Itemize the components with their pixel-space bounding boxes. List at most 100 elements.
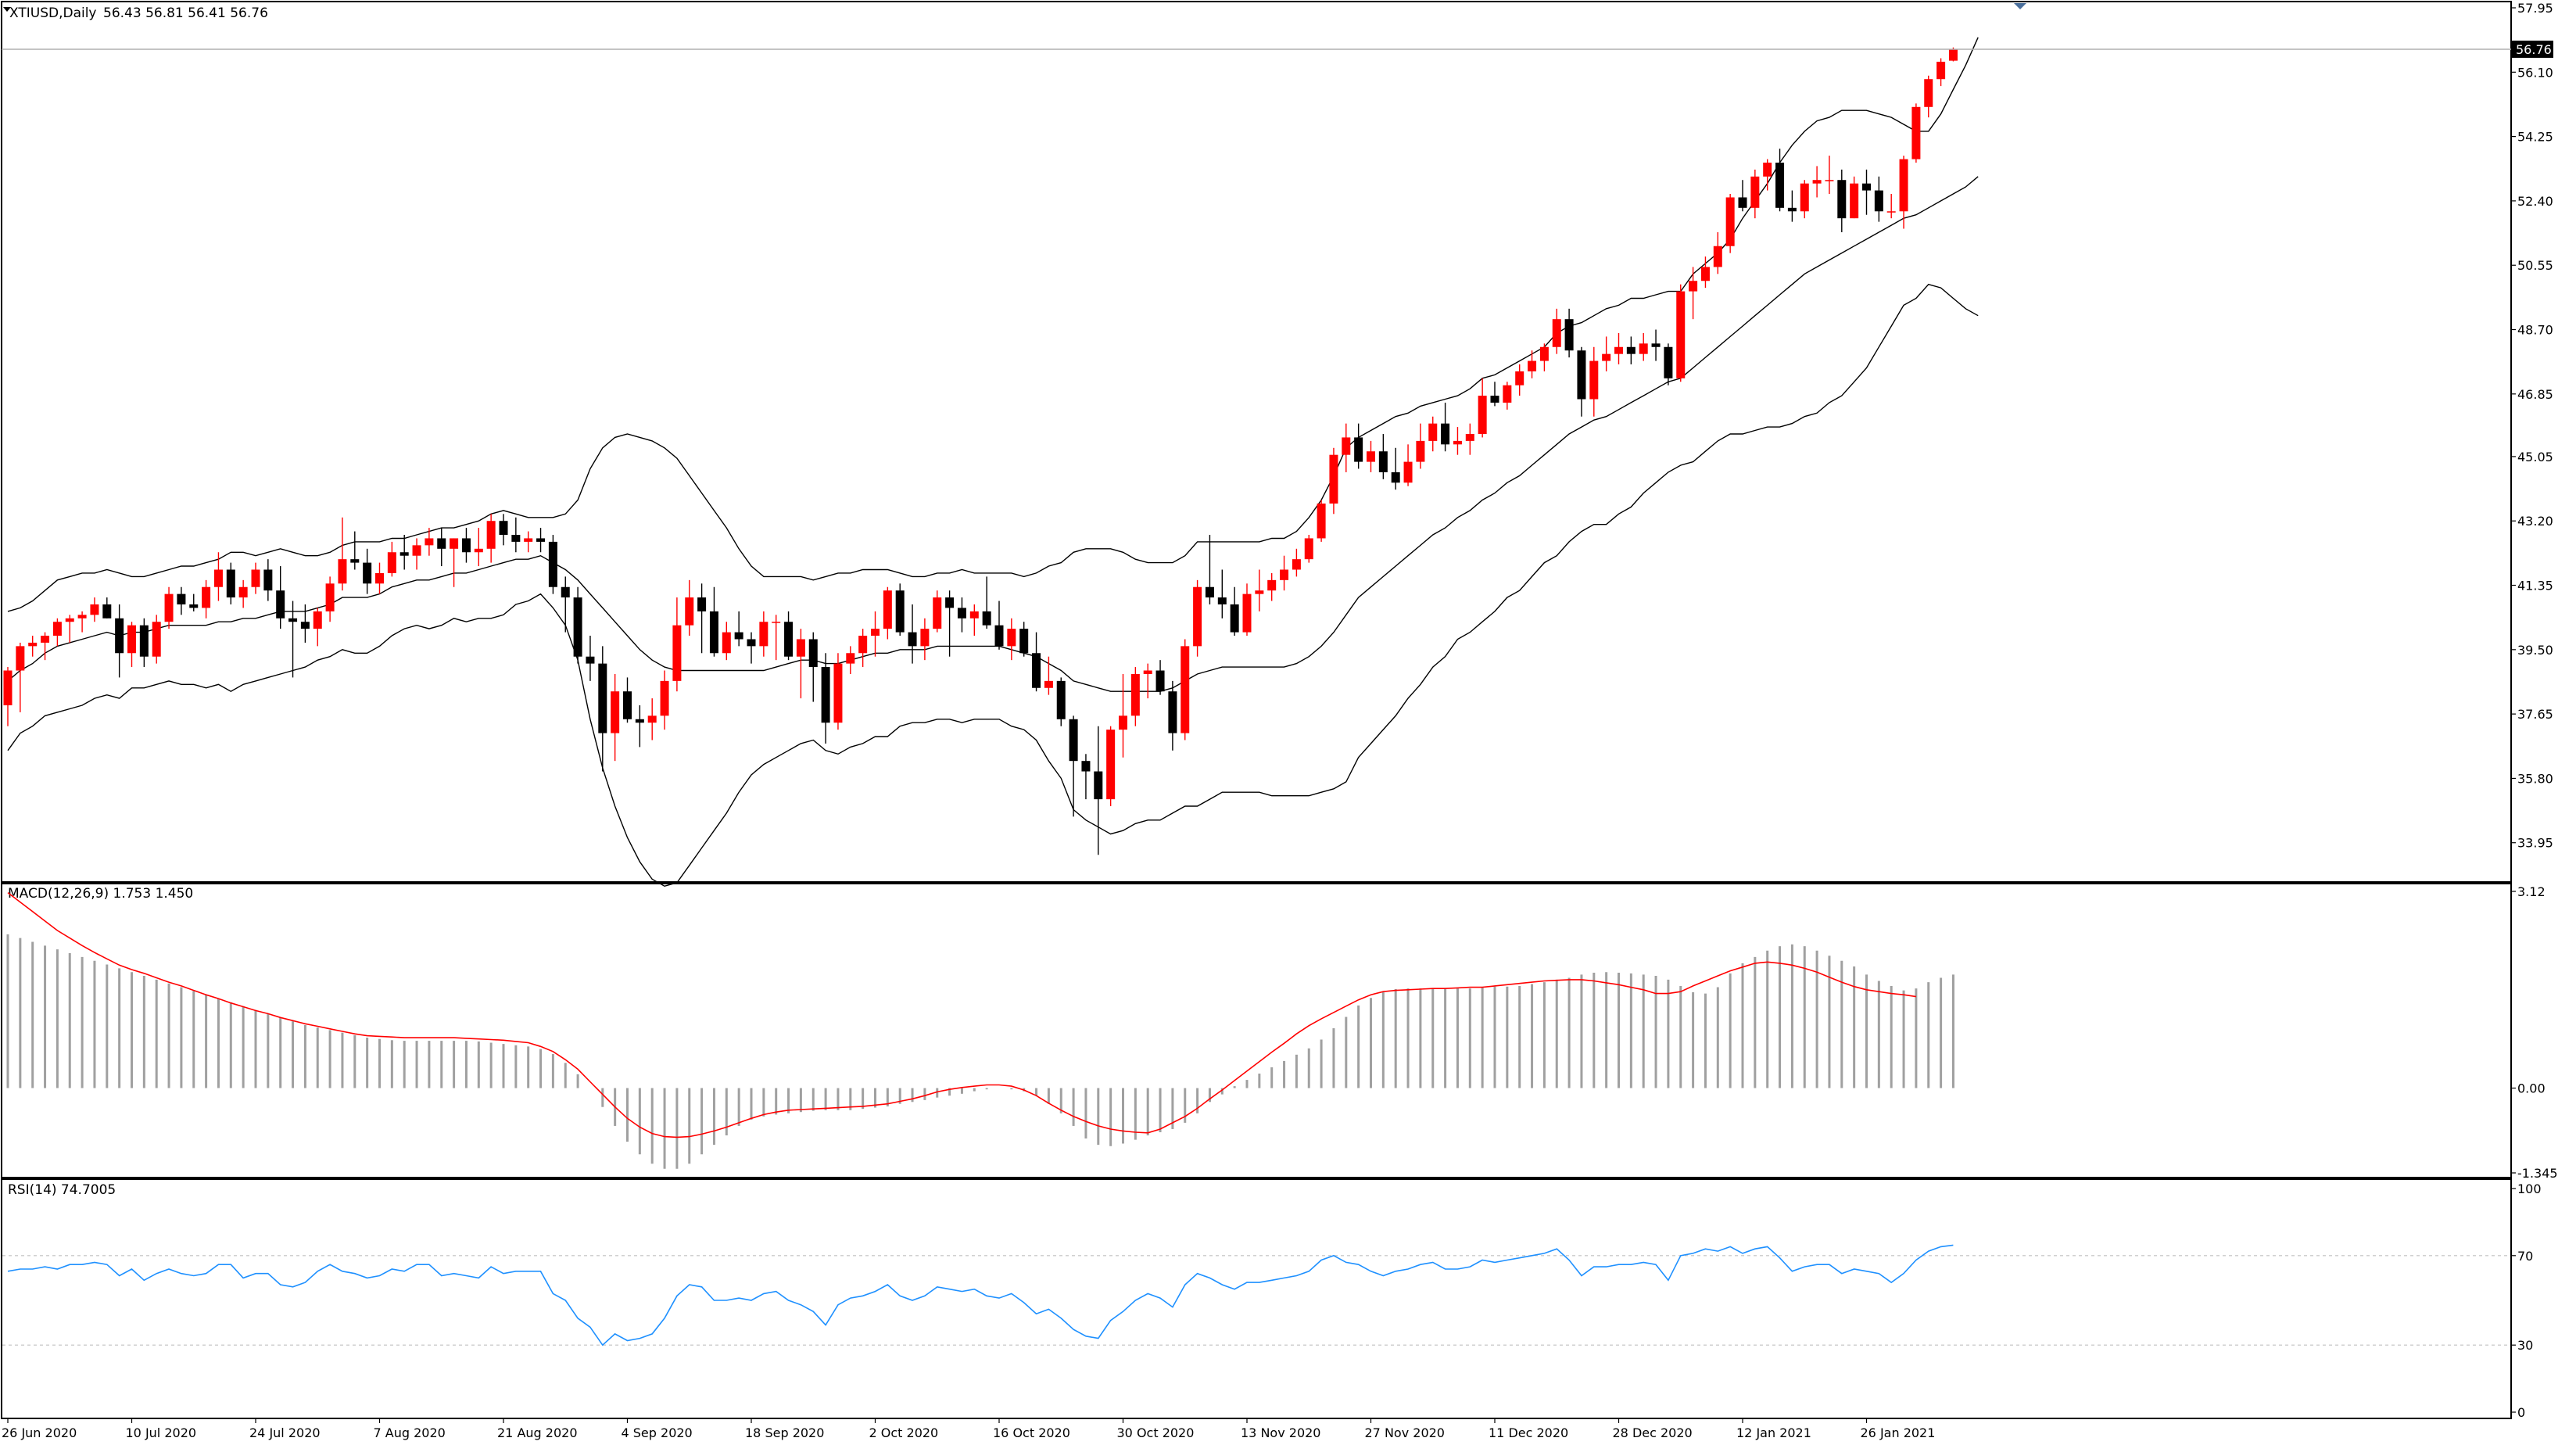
candle-body xyxy=(1106,730,1116,800)
candle xyxy=(1267,572,1277,601)
candle xyxy=(1577,346,1586,417)
candle-body xyxy=(1081,761,1091,772)
rsi-panel-frame xyxy=(1,1178,2512,1419)
candle xyxy=(1528,350,1537,378)
candle xyxy=(858,629,868,668)
candle xyxy=(1825,156,1834,195)
candle xyxy=(1007,618,1016,661)
price-tick-label: 46.85 xyxy=(2517,387,2553,402)
candle-body xyxy=(994,625,1004,647)
candle-body xyxy=(1837,180,1847,219)
candle xyxy=(883,586,892,640)
candle-body xyxy=(1230,604,1239,633)
candle xyxy=(399,535,409,570)
candle xyxy=(152,615,161,664)
candle xyxy=(251,562,260,594)
price-panel[interactable]: XTIUSD,Daily 56.43 56.81 56.41 56.76 57.… xyxy=(1,1,2553,887)
candle-body xyxy=(1032,653,1041,688)
candle-body xyxy=(1304,538,1313,560)
candle-body xyxy=(858,636,868,654)
candle xyxy=(412,538,421,570)
candle-body xyxy=(1465,433,1474,441)
candle xyxy=(957,597,966,633)
candle-body xyxy=(350,559,360,563)
candle xyxy=(189,593,199,611)
price-panel-frame xyxy=(1,1,2512,883)
price-tick-label: 43.20 xyxy=(2517,514,2553,529)
candle xyxy=(895,583,905,636)
candle-body xyxy=(1639,343,1648,354)
candle-body xyxy=(1044,680,1053,688)
candle xyxy=(1750,169,1760,219)
candle-body xyxy=(164,593,174,622)
candle xyxy=(3,667,13,726)
candle-body xyxy=(1181,646,1190,733)
rsi-axis: 100 70 30 0 xyxy=(2511,1181,2542,1420)
price-tick-label: 33.95 xyxy=(2517,836,2553,851)
candle-body xyxy=(1378,451,1388,472)
candle xyxy=(1143,663,1152,699)
candle xyxy=(425,528,434,556)
candle xyxy=(77,611,87,633)
time-tick-label: 28 Dec 2020 xyxy=(1613,1425,1693,1440)
candle-body xyxy=(1862,183,1871,191)
candle xyxy=(598,646,607,772)
collapse-triangle-icon[interactable] xyxy=(3,7,11,12)
candle xyxy=(747,632,756,664)
candle xyxy=(1193,579,1202,657)
candle-body xyxy=(1539,346,1549,361)
candle-body xyxy=(1367,451,1375,462)
candle xyxy=(1094,726,1103,855)
candle-body xyxy=(1738,197,1747,208)
price-tick-label: 52.40 xyxy=(2517,194,2553,209)
candle-body xyxy=(1317,503,1326,539)
candle xyxy=(313,608,322,647)
candles-layer xyxy=(3,47,1958,855)
time-tick-label: 18 Sep 2020 xyxy=(745,1425,824,1440)
candle-body xyxy=(1911,106,1921,160)
candle-body xyxy=(945,597,955,608)
candle xyxy=(524,531,533,553)
candle xyxy=(511,517,521,553)
rsi-panel[interactable]: RSI(14) 74.7005 100 70 30 0 xyxy=(1,1178,2542,1420)
bollinger-upper xyxy=(7,37,1979,612)
candle-body xyxy=(1614,346,1623,354)
candle xyxy=(1416,423,1425,469)
candle-body xyxy=(213,569,223,587)
time-axis: 26 Jun 2020 10 Jul 2020 24 Jul 2020 7 Aug 2… xyxy=(2,1418,1935,1440)
candle-body xyxy=(461,538,471,553)
candle-body xyxy=(1342,437,1351,455)
candle xyxy=(139,618,149,668)
time-tick-label: 16 Oct 2020 xyxy=(993,1425,1070,1440)
candle xyxy=(920,618,930,661)
candle xyxy=(338,517,347,591)
candle xyxy=(177,586,186,615)
candle-body xyxy=(623,691,632,719)
candle xyxy=(945,590,955,657)
candle xyxy=(1465,423,1474,455)
chart-shift-marker-icon[interactable] xyxy=(2014,3,2026,9)
candle xyxy=(1205,535,1214,604)
candle xyxy=(1800,180,1809,219)
candle xyxy=(1428,416,1438,452)
candle-body xyxy=(969,611,979,619)
time-tick-label: 11 Dec 2020 xyxy=(1489,1425,1568,1440)
candle xyxy=(1713,231,1722,274)
candle-body xyxy=(1255,590,1264,594)
candle xyxy=(1490,382,1499,407)
candle xyxy=(1478,378,1487,438)
candle-body xyxy=(1948,48,1958,61)
candle-body xyxy=(611,691,620,733)
candle xyxy=(1255,569,1264,611)
candle xyxy=(1689,267,1698,320)
candle xyxy=(375,562,384,594)
candle xyxy=(115,604,124,678)
rsi-tick-label: 0 xyxy=(2517,1405,2525,1420)
candle-body xyxy=(437,538,446,549)
candle-body xyxy=(375,572,384,584)
candle xyxy=(561,576,570,633)
macd-panel[interactable]: MACD(12,26,9) 1.753 1.450 3.12 0.00 -1.345 xyxy=(1,883,2558,1181)
candle-body xyxy=(238,586,248,598)
candle xyxy=(1924,75,1933,118)
